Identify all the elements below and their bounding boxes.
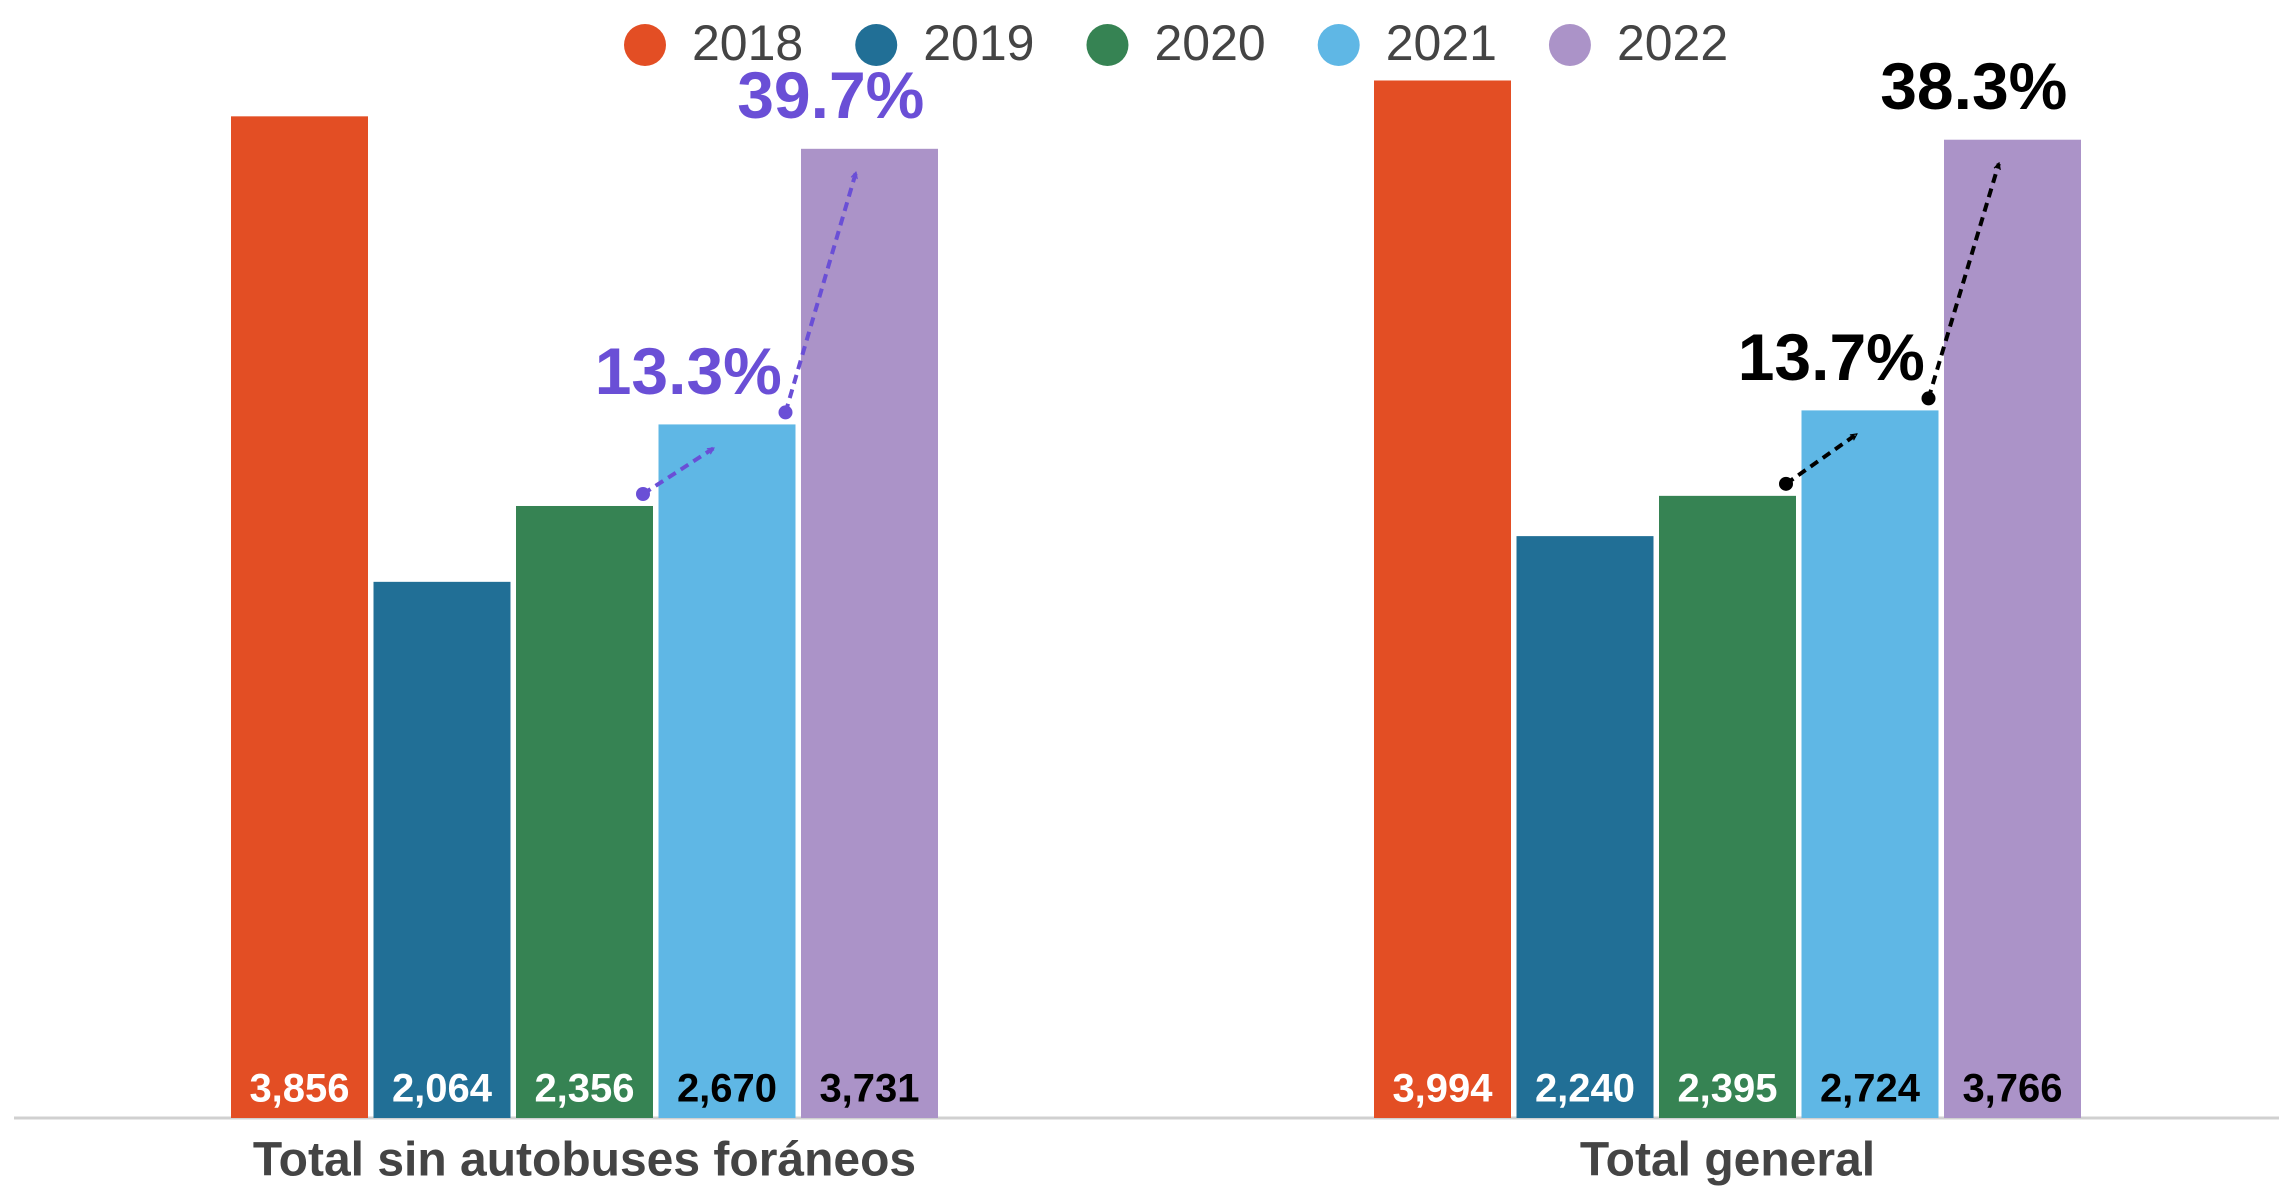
bar <box>373 581 511 1118</box>
value-label: 2,356 <box>534 1067 634 1111</box>
value-label: 3,766 <box>1962 1067 2062 1111</box>
annotation: 39.7% <box>737 58 924 132</box>
annotation: 13.3% <box>595 334 782 408</box>
bar <box>658 424 796 1119</box>
legend-marker <box>1086 24 1129 66</box>
legend-label: 2022 <box>1617 15 1728 71</box>
annotation: 38.3% <box>1880 49 2067 123</box>
value-label: 2,395 <box>1677 1067 1777 1111</box>
value-label: 2,064 <box>392 1067 493 1111</box>
value-label: 2,670 <box>677 1067 777 1111</box>
legend-label: 2020 <box>1154 15 1265 71</box>
legend-marker <box>1317 24 1360 66</box>
arrow <box>1926 164 1999 399</box>
value-label: 3,994 <box>1392 1067 1493 1111</box>
legend-label: 2019 <box>923 15 1034 71</box>
legend-marker <box>855 24 898 66</box>
legend-marker <box>624 24 666 66</box>
value-label: 2,724 <box>1820 1067 1921 1111</box>
category-label: Total general <box>1580 1134 1875 1187</box>
value-label: 3,856 <box>249 1067 349 1111</box>
bar <box>801 148 938 1118</box>
legend-marker <box>1548 24 1591 66</box>
annotation: 13.7% <box>1738 320 1925 394</box>
bar <box>516 505 653 1118</box>
bar <box>1374 80 1511 1118</box>
arrow <box>783 173 856 413</box>
category-label: Total sin autobuses foráneos <box>253 1134 916 1187</box>
bar <box>231 116 368 1119</box>
value-label: 2,240 <box>1535 1067 1635 1111</box>
legend-label: 2018 <box>692 15 803 71</box>
legend-label: 2021 <box>1386 15 1497 71</box>
value-label: 3,731 <box>819 1067 919 1111</box>
bar <box>1516 536 1654 1118</box>
bar <box>1944 139 2081 1118</box>
bar <box>1801 410 1939 1118</box>
bar <box>1659 495 1796 1119</box>
